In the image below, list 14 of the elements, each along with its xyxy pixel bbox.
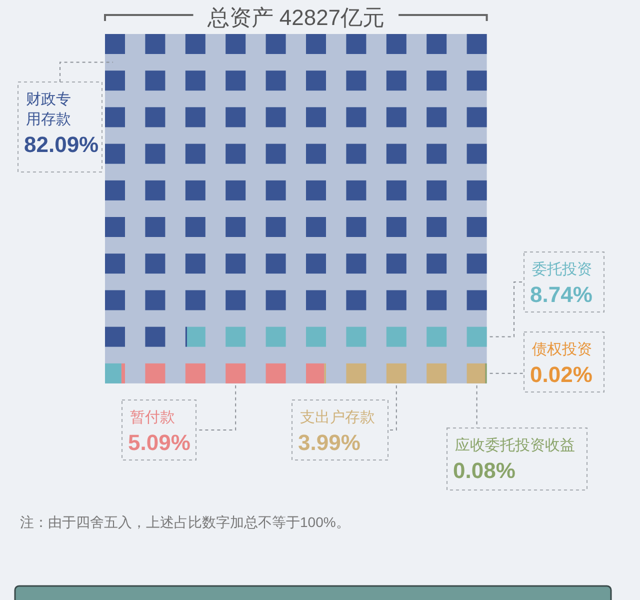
data-label: 82.09%	[24, 132, 99, 157]
category-label: 财政专用存款	[26, 91, 71, 128]
annotation: 注：由于四舍五入，上述占比数字加总不等于100%。	[20, 514, 350, 530]
data-label: 0.02%	[530, 362, 592, 387]
data-label: 0.08%	[453, 458, 516, 483]
category-label: 债权投资	[532, 341, 592, 358]
data-label: 8.74%	[530, 282, 592, 307]
category-label: 应收委托投资收益	[455, 437, 575, 454]
data-label: 3.99%	[298, 430, 360, 455]
data-label: 5.09%	[128, 430, 190, 455]
category-label: 支出户存款	[300, 409, 375, 426]
category-label: 委托投资	[532, 261, 592, 278]
category-label: 暂付款	[130, 409, 175, 426]
title: 总资产 42827亿元	[207, 5, 385, 30]
